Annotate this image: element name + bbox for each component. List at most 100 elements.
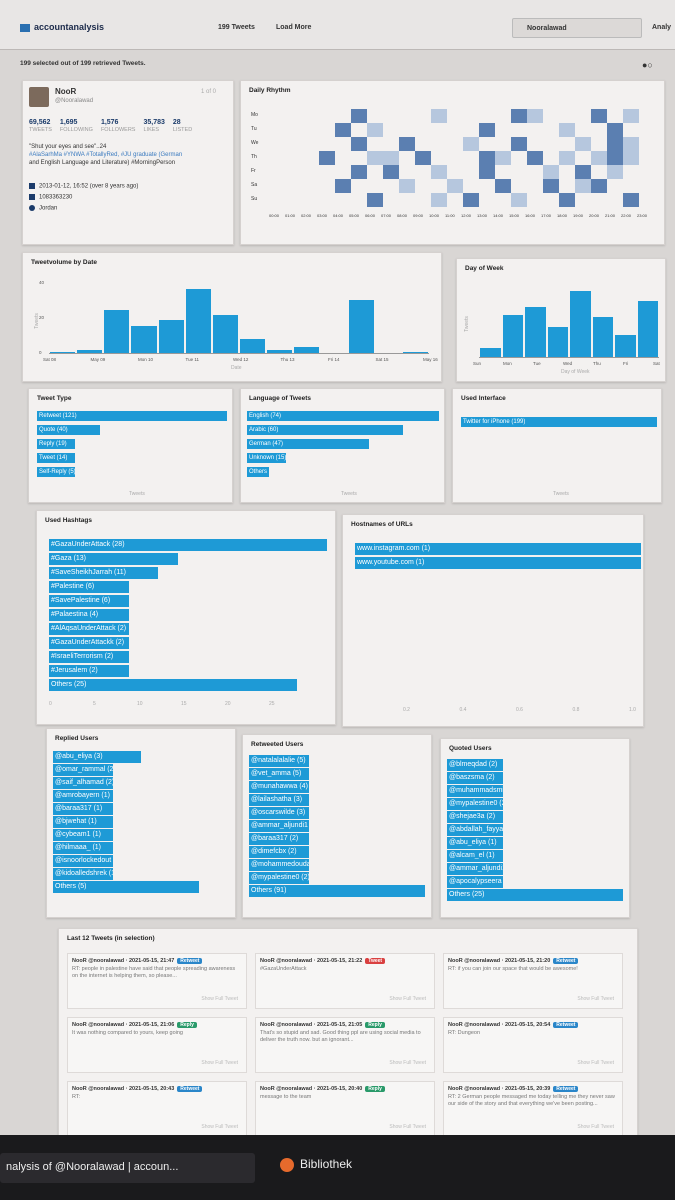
bar-item[interactable]: @abu_eliya (3) <box>53 751 141 763</box>
bar-item[interactable]: Others (91) <box>249 885 425 897</box>
bar-item[interactable]: #IsraeliTerrorism (2) <box>49 651 129 663</box>
bar-item[interactable]: Others (5) <box>53 881 199 893</box>
bar-item[interactable]: @cybeam1 (1) <box>53 829 113 841</box>
show-full-tweet-link[interactable]: Show Full Tweet <box>389 1124 426 1130</box>
chart-bar[interactable] <box>131 326 157 353</box>
bar-item[interactable]: #Gaza (13) <box>49 553 179 565</box>
tweet-card[interactable]: NooR @nooralawad · 2021-05-15, 21:06 Repl… <box>67 1017 247 1073</box>
heatmap-cell[interactable] <box>383 151 399 165</box>
bar-item[interactable]: Self-Reply (5) <box>37 467 75 477</box>
chart-bar[interactable] <box>525 306 546 357</box>
bar-item[interactable]: Unknown (15) <box>247 453 286 463</box>
heatmap-cell[interactable] <box>575 179 591 193</box>
show-full-tweet-link[interactable]: Show Full Tweet <box>577 1124 614 1130</box>
bar-item[interactable]: Others (25) <box>447 889 623 901</box>
chart-bar[interactable] <box>240 339 266 353</box>
avatar[interactable] <box>29 87 49 107</box>
bar-item[interactable]: @blmeqdad (2) <box>447 759 503 771</box>
tweet-card[interactable]: NooR @nooralawad · 2021-05-15, 20:40 Repl… <box>255 1081 435 1137</box>
tweet-author-time[interactable]: NooR @nooralawad · 2021-05-15, 20:54 <box>448 1022 551 1028</box>
bar-item[interactable]: Twitter for iPhone (199) <box>461 417 657 427</box>
browser-tab-bibliothek[interactable]: Bibliothek <box>280 1157 352 1172</box>
bar-item[interactable]: Reply (19) <box>37 439 75 449</box>
heatmap-cell[interactable] <box>559 123 575 137</box>
bar-item[interactable]: @ammar_aljundi1 (1) <box>447 863 503 875</box>
bar-item[interactable]: #Palestine (6) <box>49 581 129 593</box>
chart-bar[interactable] <box>77 350 103 353</box>
show-full-tweet-link[interactable]: Show Full Tweet <box>389 1060 426 1066</box>
bar-item[interactable]: @mypalestine0 (2) <box>447 798 503 810</box>
heatmap-cell[interactable] <box>479 165 495 179</box>
heatmap-cell[interactable] <box>591 151 607 165</box>
tweet-author-time[interactable]: NooR @nooralawad · 2021-05-15, 21:20 <box>448 958 551 964</box>
bar-item[interactable]: @natalalalalie (5) <box>249 755 309 767</box>
bar-item[interactable]: Others (3) <box>247 467 269 477</box>
heatmap-cell[interactable] <box>575 137 591 151</box>
heatmap-cell[interactable] <box>511 109 527 123</box>
heatmap-cell[interactable] <box>591 179 607 193</box>
heatmap-cell[interactable] <box>607 165 623 179</box>
tweet-author-time[interactable]: NooR @nooralawad · 2021-05-15, 21:22 <box>260 958 363 964</box>
bar-item[interactable]: #AlAqsaUnderAttack (2) <box>49 623 129 635</box>
bar-item[interactable]: #Jerusalem (2) <box>49 665 129 677</box>
heatmap-cell[interactable] <box>447 179 463 193</box>
chart-bar[interactable] <box>50 351 76 353</box>
analyze-button[interactable]: Analy <box>652 24 672 31</box>
heatmap-cell[interactable] <box>351 137 367 151</box>
heatmap-cell[interactable] <box>399 137 415 151</box>
chart-bar[interactable] <box>570 290 591 357</box>
bar-item[interactable]: @baraa317 (2) <box>249 833 309 845</box>
bar-item[interactable]: @hilmaaa_ (1) <box>53 842 113 854</box>
heatmap-cell[interactable] <box>367 151 383 165</box>
bar-item[interactable]: @lailashatha (3) <box>249 794 309 806</box>
heatmap-cell[interactable] <box>335 123 351 137</box>
tweet-card[interactable]: NooR @nooralawad · 2021-05-15, 21:22 Twee… <box>255 953 435 1009</box>
heatmap-cell[interactable] <box>479 151 495 165</box>
bar-item[interactable]: German (47) <box>247 439 369 449</box>
heatmap-cell[interactable] <box>335 179 351 193</box>
bar-item[interactable]: @abu_eliya (1) <box>447 837 503 849</box>
bar-item[interactable]: #SaveSheikhJarrah (11) <box>49 567 159 579</box>
bar-item[interactable]: #SavePalestine (6) <box>49 595 129 607</box>
heatmap-cell[interactable] <box>623 137 639 151</box>
heatmap-cell[interactable] <box>511 193 527 207</box>
show-full-tweet-link[interactable]: Show Full Tweet <box>201 1124 238 1130</box>
bar-item[interactable]: @apocalypseera (1) <box>447 876 503 888</box>
heatmap-cell[interactable] <box>367 193 383 207</box>
chart-bar[interactable] <box>348 299 374 353</box>
bar-item[interactable]: @baszsma (2) <box>447 772 503 784</box>
heatmap-cell[interactable] <box>607 123 623 137</box>
heatmap-cell[interactable] <box>399 179 415 193</box>
heatmap-cell[interactable] <box>607 137 623 151</box>
show-full-tweet-link[interactable]: Show Full Tweet <box>577 1060 614 1066</box>
tweet-author-time[interactable]: NooR @nooralawad · 2021-05-15, 21:47 <box>72 958 175 964</box>
bar-item[interactable]: @kidoalledshrek (1) <box>53 868 113 880</box>
browser-tab-active[interactable]: nalysis of @Nooralawad | accoun... <box>0 1153 255 1183</box>
heatmap-cell[interactable] <box>527 109 543 123</box>
bar-item[interactable]: @oscarswilde (3) <box>249 807 309 819</box>
bar-item[interactable]: @baraa317 (1) <box>53 803 113 815</box>
heatmap-cell[interactable] <box>623 193 639 207</box>
heatmap-cell[interactable] <box>511 137 527 151</box>
heatmap-cell[interactable] <box>383 165 399 179</box>
heatmap-cell[interactable] <box>431 109 447 123</box>
heatmap-cell[interactable] <box>367 123 383 137</box>
chart-bar[interactable] <box>547 326 568 357</box>
tweet-card[interactable]: NooR @nooralawad · 2021-05-15, 20:43 Retw… <box>67 1081 247 1137</box>
tweet-card[interactable]: NooR @nooralawad · 2021-05-15, 21:47 Retw… <box>67 953 247 1009</box>
bar-item[interactable]: Arabic (60) <box>247 425 403 435</box>
heatmap-cell[interactable] <box>623 109 639 123</box>
tweets-count-button[interactable]: 199 Tweets <box>218 24 255 31</box>
show-full-tweet-link[interactable]: Show Full Tweet <box>389 996 426 1002</box>
show-full-tweet-link[interactable]: Show Full Tweet <box>577 996 614 1002</box>
chart-bar[interactable] <box>480 348 501 357</box>
bar-item[interactable]: Others (25) <box>49 679 298 691</box>
account-search-input[interactable]: Nooralawad <box>512 18 642 38</box>
tweet-card[interactable]: NooR @nooralawad · 2021-05-15, 21:20 Retw… <box>443 953 623 1009</box>
bar-item[interactable]: @dimefcbx (2) <box>249 846 309 858</box>
heatmap-cell[interactable] <box>463 193 479 207</box>
chart-bar[interactable] <box>592 317 613 357</box>
bar-item[interactable]: @mypalestine0 (2) <box>249 872 309 884</box>
show-full-tweet-link[interactable]: Show Full Tweet <box>201 1060 238 1066</box>
chart-bar[interactable] <box>185 288 211 353</box>
